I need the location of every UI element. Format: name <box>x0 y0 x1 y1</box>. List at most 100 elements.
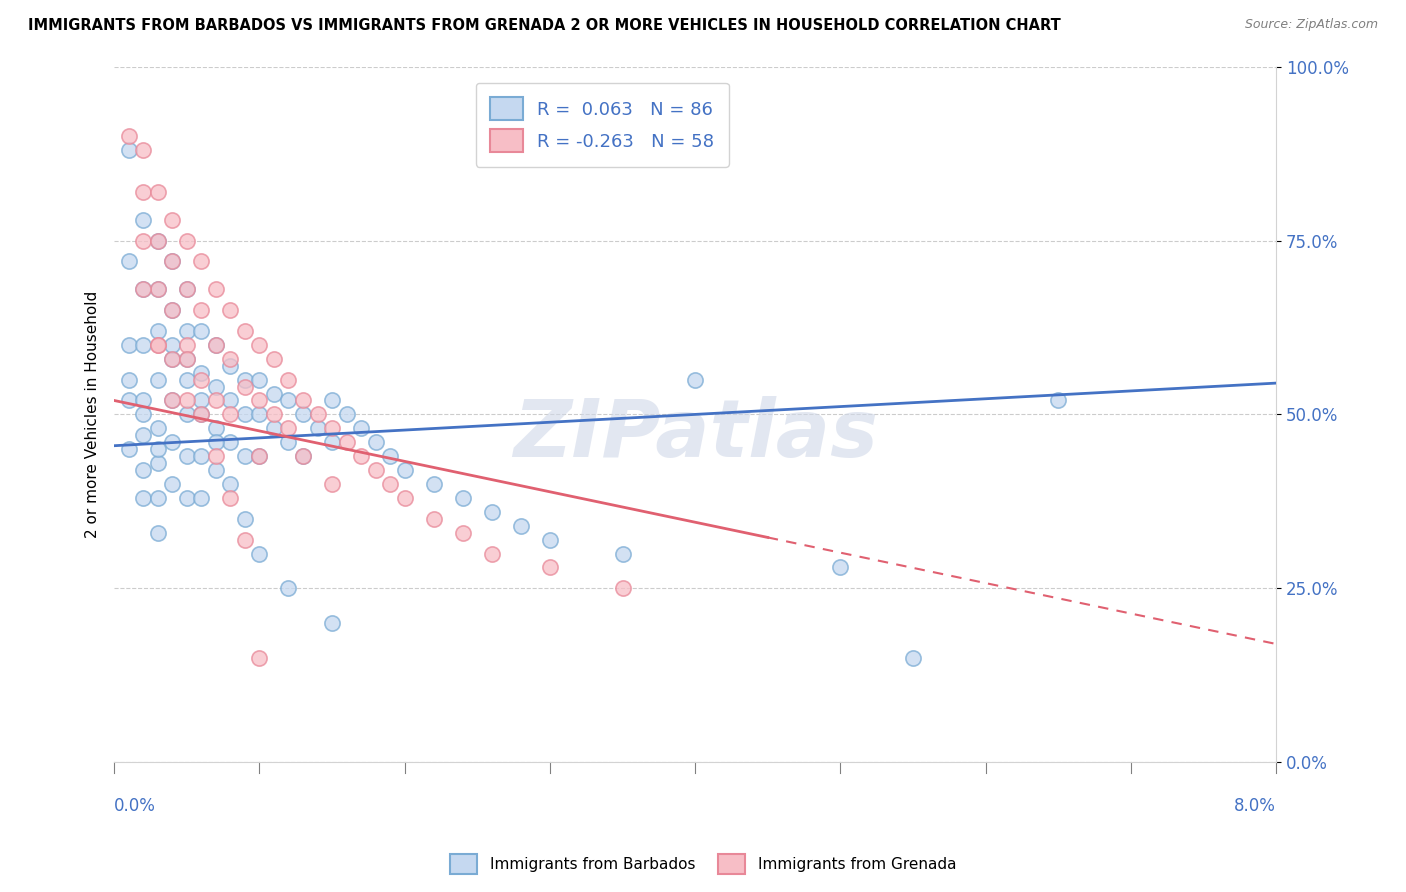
Point <box>219 393 242 408</box>
Point <box>219 303 242 318</box>
Point <box>233 512 256 526</box>
Point <box>321 393 343 408</box>
Point <box>205 338 228 352</box>
Point <box>190 303 212 318</box>
Point <box>132 212 155 227</box>
Point <box>321 477 343 491</box>
Point <box>233 408 256 422</box>
Point <box>176 234 198 248</box>
Point <box>219 359 242 373</box>
Point <box>146 456 169 470</box>
Point <box>118 373 141 387</box>
Point <box>162 393 184 408</box>
Point <box>190 254 212 268</box>
Point <box>176 351 198 366</box>
Point <box>249 449 271 463</box>
Point <box>176 324 198 338</box>
Point <box>481 505 503 519</box>
Point <box>146 234 169 248</box>
Point <box>176 373 198 387</box>
Point <box>277 393 299 408</box>
Point <box>176 408 198 422</box>
Point <box>249 373 271 387</box>
Point <box>146 324 169 338</box>
Point <box>118 442 141 457</box>
Point <box>176 282 198 296</box>
Point <box>118 143 141 157</box>
Point <box>612 582 634 596</box>
Point <box>612 547 634 561</box>
Point <box>422 477 444 491</box>
Point <box>219 477 242 491</box>
Point <box>263 421 285 435</box>
Point <box>350 449 373 463</box>
Point <box>205 421 228 435</box>
Point <box>118 338 141 352</box>
Legend: Immigrants from Barbados, Immigrants from Grenada: Immigrants from Barbados, Immigrants fro… <box>444 848 962 880</box>
Point <box>176 338 198 352</box>
Point <box>422 512 444 526</box>
Point <box>146 338 169 352</box>
Point <box>162 212 184 227</box>
Point <box>263 386 285 401</box>
Point <box>219 351 242 366</box>
Point <box>233 449 256 463</box>
Point <box>378 477 401 491</box>
Point <box>292 449 315 463</box>
Point <box>205 393 228 408</box>
Point <box>190 324 212 338</box>
Point <box>162 351 184 366</box>
Point <box>307 408 329 422</box>
Point <box>132 185 155 199</box>
Point <box>146 525 169 540</box>
Point <box>205 379 228 393</box>
Point <box>205 338 228 352</box>
Point <box>277 435 299 450</box>
Point <box>162 351 184 366</box>
Point <box>233 379 256 393</box>
Point <box>132 463 155 477</box>
Point <box>190 491 212 505</box>
Point <box>263 351 285 366</box>
Point <box>364 463 387 477</box>
Point <box>249 651 271 665</box>
Point <box>481 547 503 561</box>
Point <box>176 449 198 463</box>
Text: IMMIGRANTS FROM BARBADOS VS IMMIGRANTS FROM GRENADA 2 OR MORE VEHICLES IN HOUSEH: IMMIGRANTS FROM BARBADOS VS IMMIGRANTS F… <box>28 18 1062 33</box>
Point <box>162 254 184 268</box>
Point <box>146 491 169 505</box>
Text: Source: ZipAtlas.com: Source: ZipAtlas.com <box>1244 18 1378 31</box>
Point <box>162 303 184 318</box>
Point <box>190 408 212 422</box>
Point <box>364 435 387 450</box>
Point <box>146 282 169 296</box>
Point <box>321 435 343 450</box>
Point <box>132 491 155 505</box>
Point <box>249 449 271 463</box>
Point <box>132 143 155 157</box>
Point <box>233 324 256 338</box>
Text: 8.0%: 8.0% <box>1234 797 1277 815</box>
Point <box>176 491 198 505</box>
Point <box>292 449 315 463</box>
Point <box>538 533 561 547</box>
Point <box>394 463 416 477</box>
Point <box>321 421 343 435</box>
Text: 0.0%: 0.0% <box>114 797 156 815</box>
Point <box>219 408 242 422</box>
Point <box>132 393 155 408</box>
Point <box>263 408 285 422</box>
Point <box>146 234 169 248</box>
Point <box>219 435 242 450</box>
Point <box>190 373 212 387</box>
Point <box>190 449 212 463</box>
Point <box>132 428 155 442</box>
Point <box>901 651 924 665</box>
Point <box>249 393 271 408</box>
Text: ZIPatlas: ZIPatlas <box>513 396 877 475</box>
Point <box>162 303 184 318</box>
Point <box>190 408 212 422</box>
Point <box>190 366 212 380</box>
Point <box>146 442 169 457</box>
Point <box>176 282 198 296</box>
